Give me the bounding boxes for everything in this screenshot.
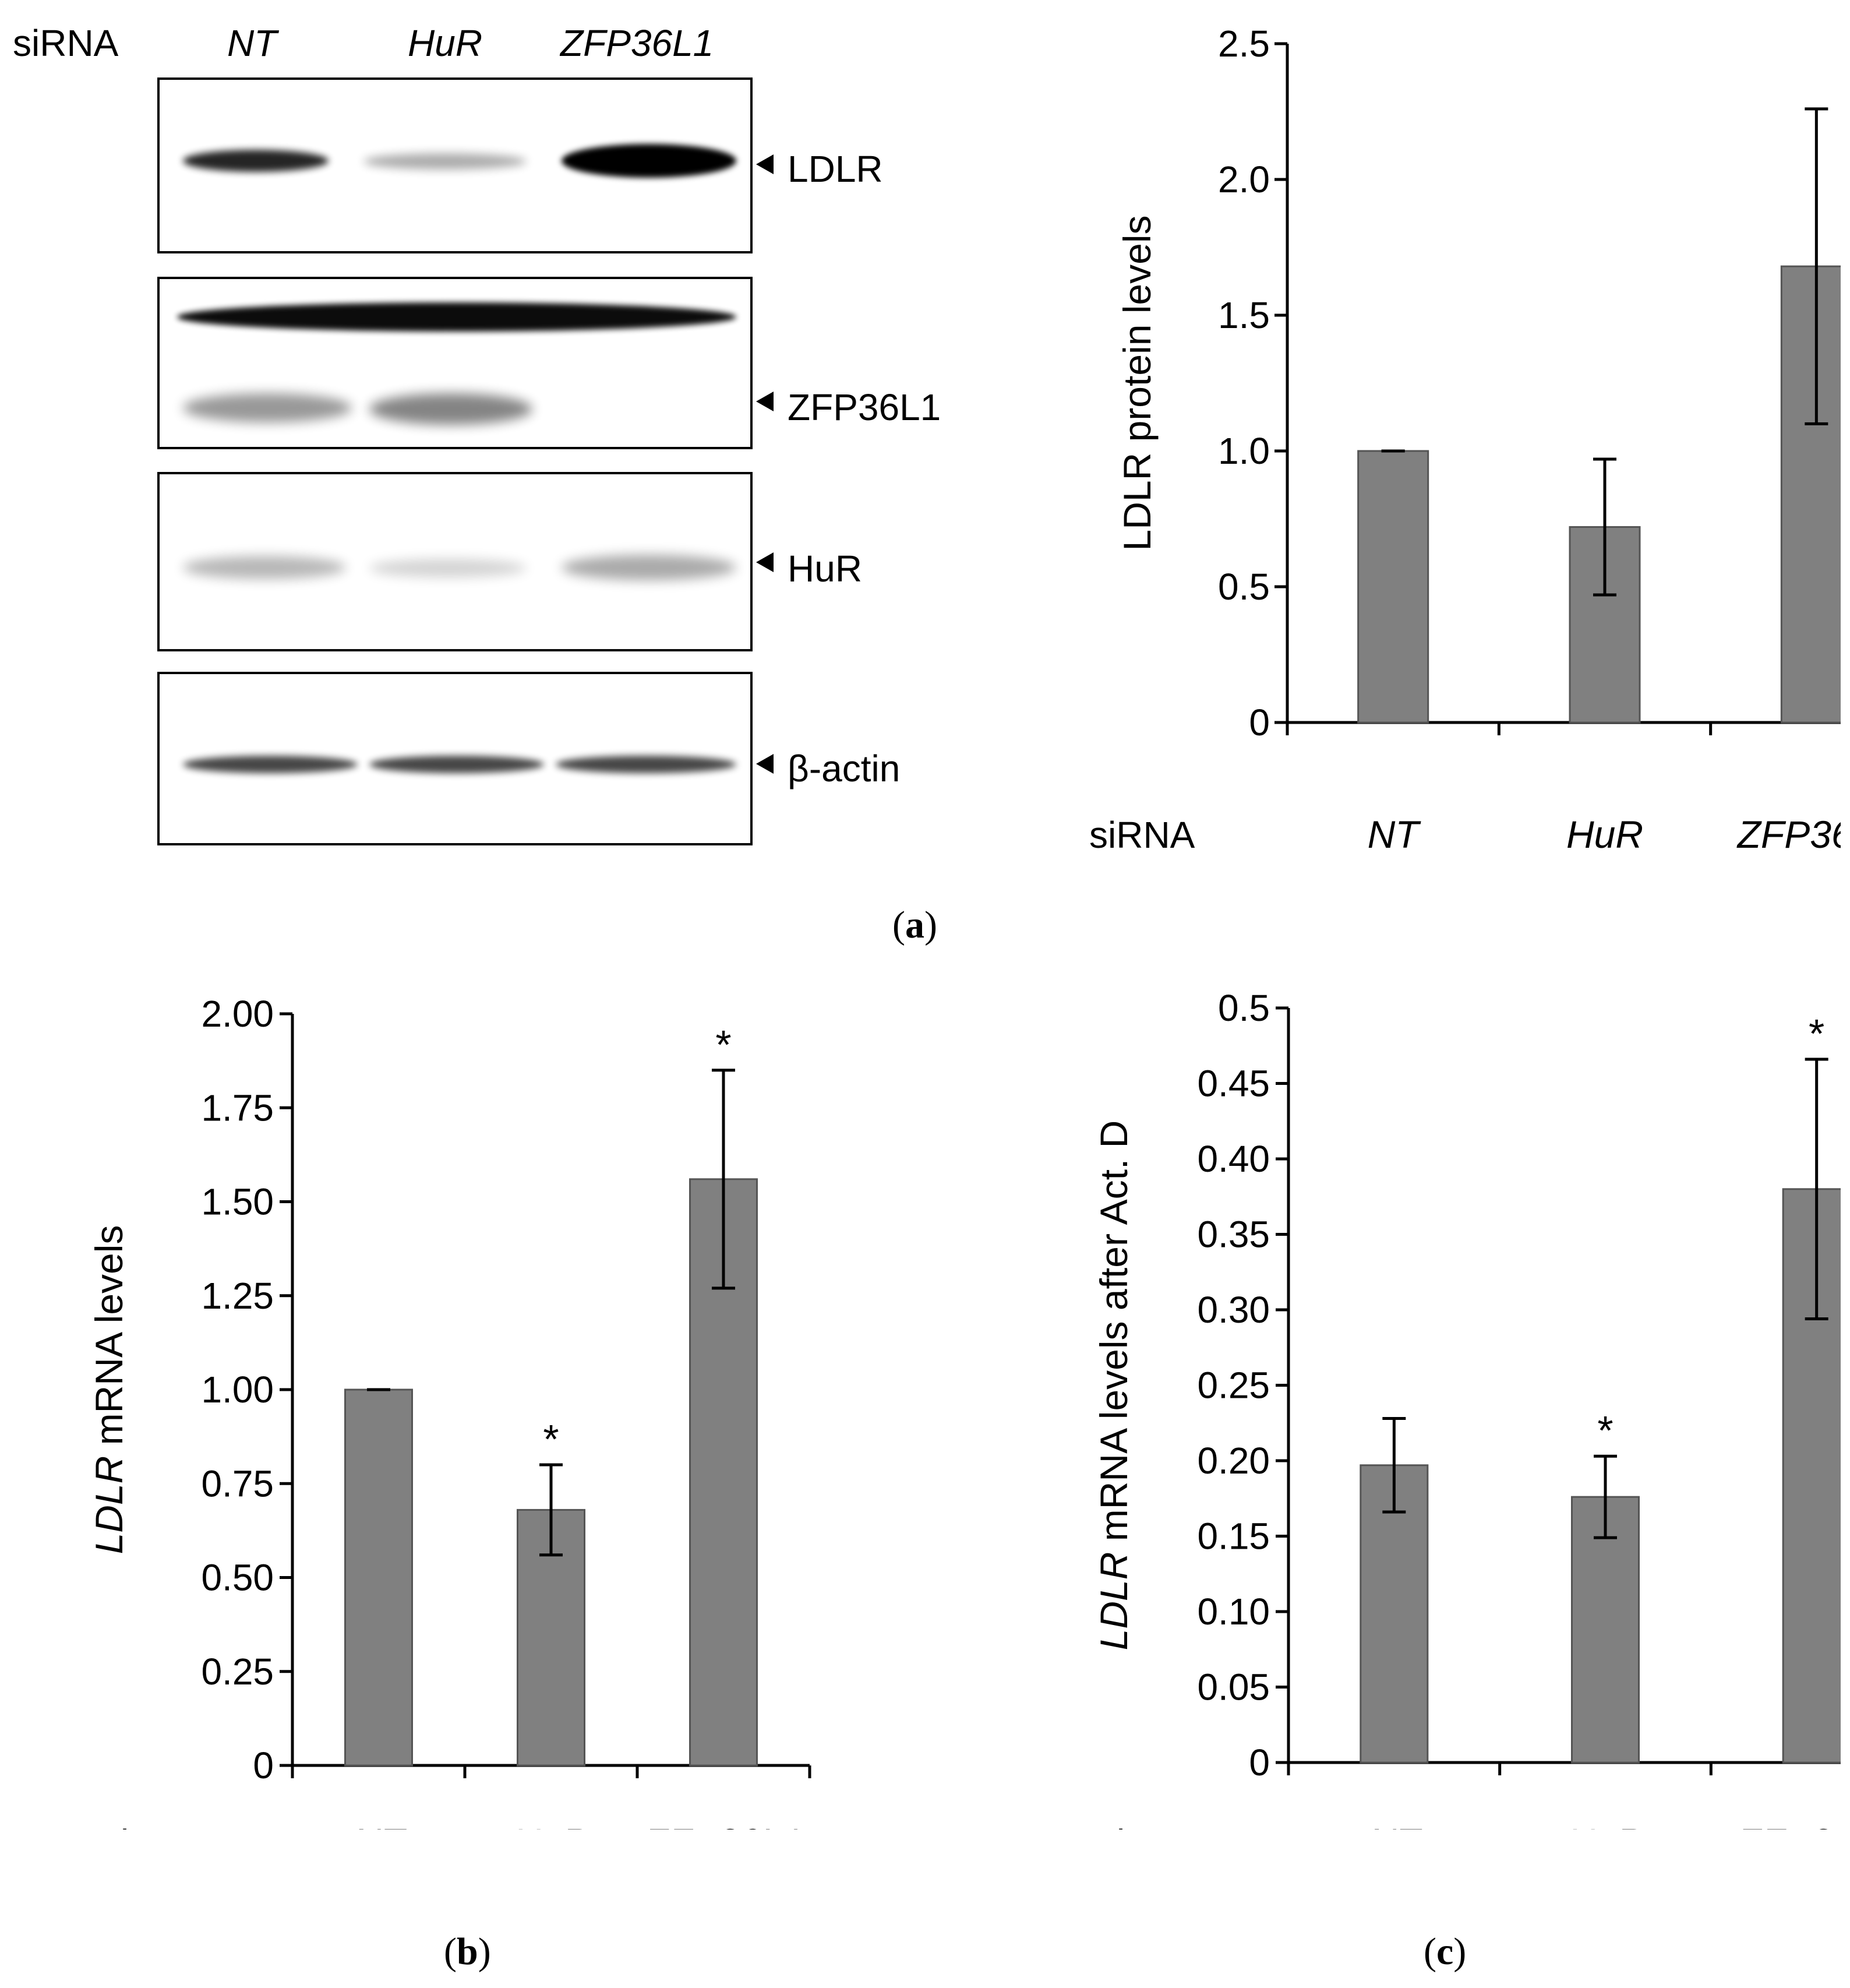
y-tick-label: 0.15 [1197,1515,1270,1557]
y-tick-label: 0.50 [201,1557,274,1599]
blot-lane-label-nt: NT [227,22,277,64]
blot-sirna-label: siRNA [13,22,119,64]
zfp36l1-band-nt [183,393,352,422]
chart-c-ldlr-mrna-act-d: 0 0.05 0.10 0.15 0.20 0.25 0.30 0.35 0.40 0.45 0.5… [1092,987,1841,1830]
y-tick-label: 2.5 [1218,23,1270,65]
actin-band-nt [183,756,358,773]
y-tick-label: 1.00 [201,1369,274,1411]
x-category-label: HuR [1566,813,1643,856]
y-tick-label: 0 [1249,1742,1270,1783]
y-tick-label: 0.10 [1197,1591,1270,1633]
actin-band-hur [369,756,544,773]
blot-row-label-ldlr: LDLR [788,148,883,190]
y-tick-label: 0 [253,1744,274,1786]
hur-band-hur [369,559,527,577]
bar-nt [1357,450,1429,724]
arrow-ldlr [756,154,774,174]
y-tick-label: 0.5 [1218,566,1270,608]
x-category-label: ZFP36L1 [1736,1821,1841,1830]
panel-label-a: (a) [892,904,937,946]
y-tick-label: 0.05 [1197,1666,1270,1708]
significance-star: * [715,1022,731,1067]
x-category-label: NT [353,1821,407,1830]
y-tick-label: 0.75 [201,1462,274,1504]
ldlr-band-zfp36l1 [562,144,736,178]
blot-hur [157,472,753,651]
y-tick-label: 2.00 [201,993,274,1035]
chart-a-ldlr-protein: 0 0.5 1.0 1.5 2.0 2.5 NT HuR ZFP36L1 siRNA LDLR pr… [1089,23,1841,856]
x-axis-prefix-label: siRNA [1089,814,1195,856]
ldlr-band-hur [363,153,527,170]
x-category-label: ZFP36L1 [1736,813,1841,856]
blot-lane-label-zfp36l1: ZFP36L1 [560,22,714,64]
x-axis-prefix-label: siRNA [1098,1822,1204,1830]
blot-lane-label-hur: HuR [408,22,483,64]
x-category-label: HuR [1567,1821,1644,1830]
panel-label-b: (b) [444,1930,491,1973]
y-tick-label: 0.30 [1197,1289,1270,1331]
y-axis-label: LDLR mRNA levels [87,1225,130,1555]
y-tick-label: 0.25 [201,1651,274,1693]
blot-row-label-hur: HuR [788,548,863,590]
hur-band-nt [183,556,346,579]
blot-row-label-beta-actin: β-actin [788,748,901,789]
y-tick-label: 0.35 [1197,1214,1270,1256]
y-tick-label: 1.75 [201,1087,274,1129]
y-tick-label: 0.5 [1218,987,1270,1029]
y-tick-label: 0.40 [1197,1138,1270,1180]
x-category-label: NT [1368,1821,1422,1830]
blot-row-label-zfp36l1: ZFP36L1 [788,386,941,428]
x-category-label: ZFP36L1 [643,1821,802,1830]
arrow-hur [756,552,774,572]
blot-beta-actin [157,672,753,845]
ldlr-band-nt [183,150,329,172]
blot-ldlr [157,77,753,253]
arrow-beta-actin [756,754,774,774]
y-tick-label: 2.0 [1218,158,1270,200]
significance-star: * [1597,1408,1613,1453]
x-category-label: NT [1368,813,1422,856]
bar-hur [1571,1496,1640,1764]
arrow-zfp36l1 [756,392,774,411]
y-tick-label: 1.5 [1218,294,1270,336]
x-category-label: HuR [513,1821,589,1830]
y-axis-label: LDLR mRNA levels after Act. D [1092,1120,1135,1651]
y-tick-label: 1.25 [201,1275,274,1317]
bar-nt [344,1388,413,1767]
nonspecific-band [177,302,736,332]
actin-band-zfp36l1 [556,756,736,773]
y-tick-label: 0.25 [1197,1365,1270,1407]
zfp36l1-band-hur [369,393,532,425]
panel-label-c: (c) [1424,1930,1467,1973]
chart-b-ldlr-mrna: 0 0.25 0.50 0.75 1.00 1.25 1.50 1.75 2.00 NT * HuR *… [87,993,811,1830]
y-axis-label: LDLR protein levels [1115,216,1159,551]
y-tick-label: 1.0 [1218,430,1270,472]
y-tick-label: 0 [1249,702,1270,743]
y-tick-label: 1.50 [201,1181,274,1223]
bar-nt [1360,1464,1429,1764]
x-axis-prefix-label: siRNA [102,1822,208,1830]
bar-zfp36l1 [1780,265,1841,724]
bar-zfp36l1 [1782,1188,1841,1764]
y-tick-label: 0.45 [1197,1063,1270,1105]
hur-band-zfp36l1 [562,555,736,580]
y-tick-label: 0.20 [1197,1440,1270,1482]
significance-star: * [1809,1011,1824,1056]
blot-zfp36l1 [157,277,753,449]
significance-star: * [543,1416,559,1462]
